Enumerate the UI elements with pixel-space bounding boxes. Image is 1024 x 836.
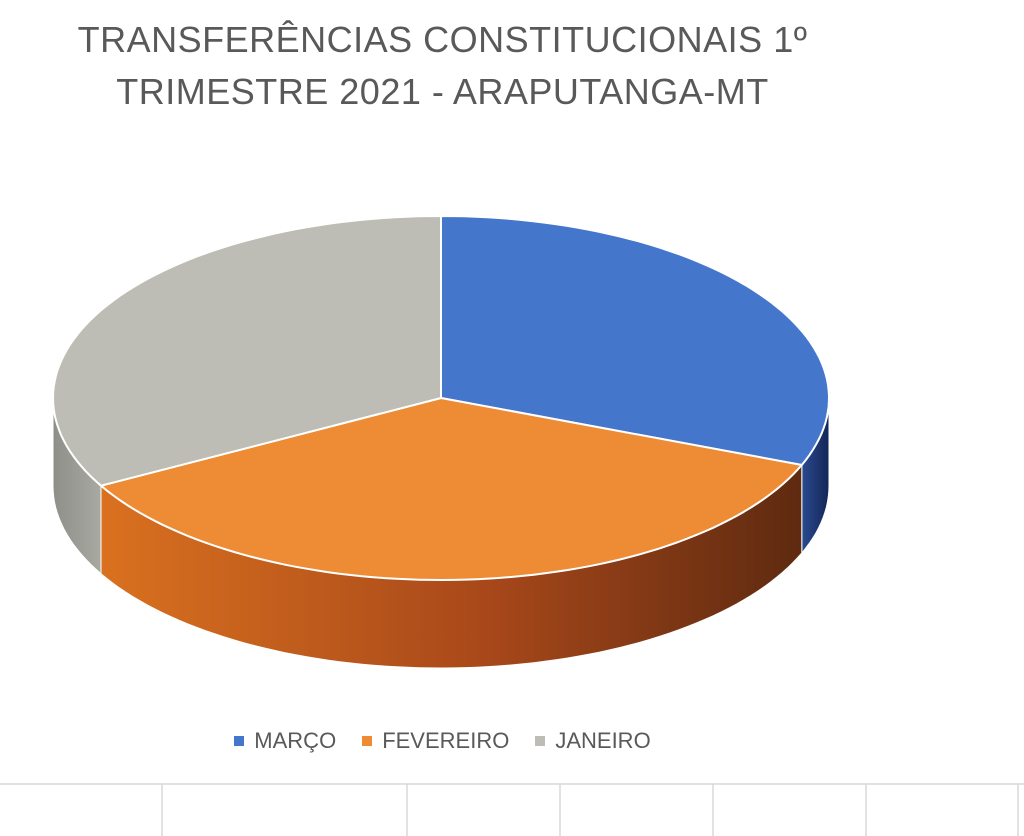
legend-swatch-janeiro [535, 736, 546, 746]
legend-label-marco: MARÇO [254, 728, 337, 753]
chart-title-line-1: TRANSFERÊNCIAS CONSTITUCIONAIS 1º [77, 19, 808, 60]
legend-item-marco: MARÇO [234, 726, 336, 756]
pie-slice-janeiro [52, 215, 442, 487]
legend-swatch-fevereiro [362, 736, 373, 746]
pie-slice-marco [440, 215, 830, 466]
legend-item-fevereiro: FEVEREIRO [362, 726, 509, 756]
legend-swatch-marco [234, 736, 245, 746]
chart-title-line-2: TRIMESTRE 2021 - ARAPUTANGA-MT [116, 71, 769, 112]
pie-slice-fevereiro [100, 397, 803, 581]
legend-label-janeiro: JANEIRO [555, 728, 651, 753]
legend-label-fevereiro: FEVEREIRO [382, 728, 510, 753]
legend-item-janeiro: JANEIRO [535, 726, 651, 756]
chart-title: TRANSFERÊNCIAS CONSTITUCIONAIS 1º TRIMES… [0, 14, 885, 118]
chart-legend: MARÇO FEVEREIRO JANEIRO [0, 726, 885, 756]
